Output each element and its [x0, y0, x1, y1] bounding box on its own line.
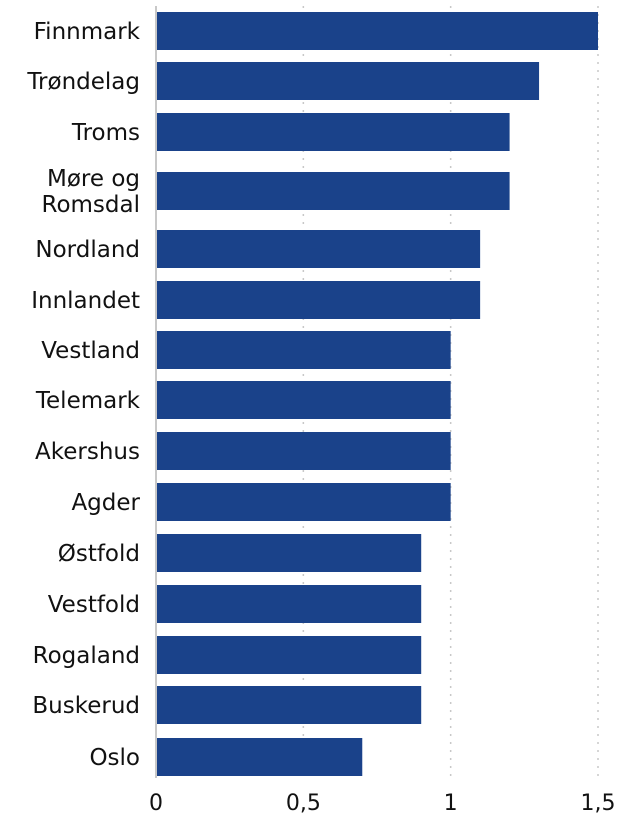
category-label: Trøndelag	[26, 69, 140, 95]
bar	[156, 12, 598, 50]
category-label: Innlandet	[31, 288, 140, 314]
category-label: Møre og Romsdal	[42, 166, 141, 218]
category-label: Oslo	[89, 745, 140, 771]
bar	[156, 534, 422, 572]
category-labels: Finnmark Trøndelag Troms Møre og Romsdal Nord…	[26, 19, 140, 771]
bar	[156, 738, 363, 776]
x-tick-label: 0,5	[286, 791, 321, 814]
bar	[156, 432, 451, 470]
category-label: Nordland	[35, 237, 140, 263]
bar	[156, 483, 451, 521]
category-label: Vestfold	[48, 592, 140, 618]
x-tick-label: 0	[149, 791, 163, 814]
bar	[156, 331, 451, 369]
bar	[156, 281, 481, 319]
bar	[156, 686, 422, 724]
value-axis: 0 0,5 1 1,5	[149, 6, 616, 814]
category-label: Telemark	[35, 388, 141, 414]
category-label: Akershus	[35, 439, 140, 465]
category-label: Buskerud	[32, 693, 140, 719]
category-label: Rogaland	[33, 643, 140, 669]
category-label: Troms	[71, 120, 140, 146]
bar	[156, 636, 422, 674]
bar	[156, 62, 540, 100]
category-label: Vestland	[41, 338, 140, 364]
bar	[156, 585, 422, 623]
bar	[156, 113, 510, 151]
category-label: Østfold	[58, 541, 140, 567]
bar	[156, 172, 510, 210]
x-tick-label: 1	[444, 791, 458, 814]
bar	[156, 230, 481, 268]
category-label: Finnmark	[34, 19, 141, 45]
category-label: Agder	[71, 490, 140, 516]
bar	[156, 381, 451, 419]
x-tick-label: 1,5	[581, 791, 616, 814]
bars	[156, 12, 598, 776]
